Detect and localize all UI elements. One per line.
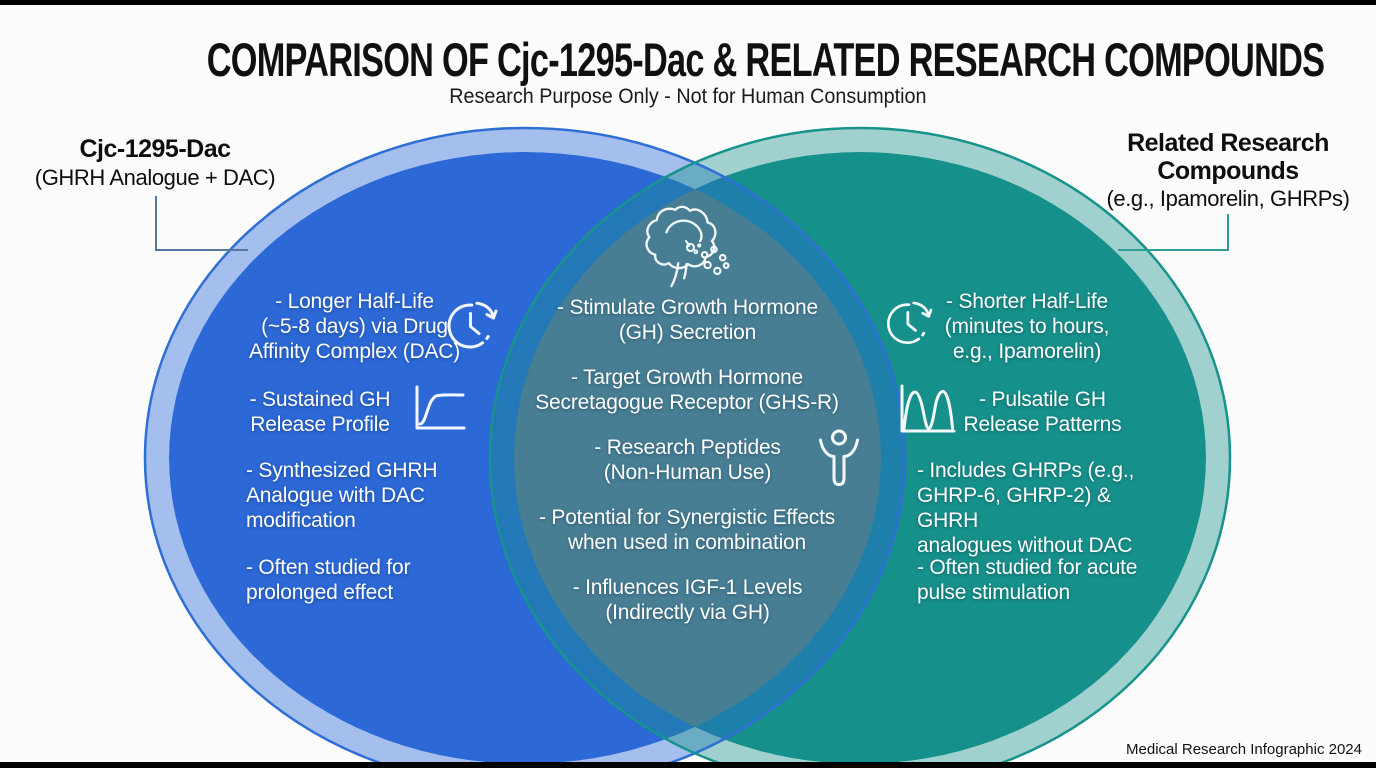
right-circle-ring (490, 128, 1230, 768)
left-item-prolonged-effect: - Often studied for prolonged effect (246, 556, 411, 604)
left-item-sustained-release: - Sustained GH Release Profile (249, 388, 391, 436)
shared-item-ghs-receptor: - Target Growth Hormone Secretagogue Rec… (535, 366, 839, 414)
left-circle-ring (145, 128, 905, 768)
right-item-shorter-half-life: - Shorter Half-Life (minutes to hours, e… (944, 290, 1110, 363)
left-circle-label: Cjc-1295-Dac (GHRH Analogue + DAC) (30, 135, 280, 191)
shared-item-igf1-levels: - Influences IGF-1 Levels (Indirectly vi… (572, 576, 803, 624)
right-circle-label: Related Research Compounds (e.g., Ipamor… (1095, 129, 1361, 212)
left-circle-outline (143, 126, 907, 768)
sustained-release-curve-icon (412, 383, 468, 433)
left-label-connector (155, 196, 248, 251)
left-circle-name: Cjc-1295-Dac (79, 135, 231, 163)
right-circle-detail: (e.g., Ipamorelin, GHRPs) (1106, 186, 1350, 211)
right-circle-name: Related Research Compounds (1127, 129, 1329, 185)
pulsatile-wave-icon (897, 382, 959, 438)
right-circle-outline (488, 126, 1232, 768)
right-item-acute-pulse: - Often studied for acute pulse stimulat… (917, 556, 1138, 604)
right-item-pulsatile-release: - Pulsatile GH Release Patterns (963, 388, 1122, 436)
receptor-icon (813, 428, 865, 490)
footer-note: Medical Research Infographic 2024 (1126, 741, 1362, 758)
left-circle-detail: (GHRH Analogue + DAC) (34, 164, 276, 190)
right-label-connector (1118, 214, 1229, 251)
shared-item-synergistic-effects: - Potential for Synergistic Effects when… (538, 506, 836, 554)
page-title: COMPARISON OF Cjc-1295-Dac & RELATED RES… (206, 33, 1325, 86)
brain-secretion-icon (640, 202, 738, 290)
bottom-letterbox-bar (0, 762, 1376, 768)
left-item-synthesized-ghrh: - Synthesized GHRH Analogue with DAC mod… (246, 459, 438, 532)
left-item-longer-half-life: - Longer Half-Life (~5-8 days) via Drug … (248, 290, 461, 363)
shared-item-research-peptides: - Research Peptides (Non-Human Use) (594, 436, 781, 484)
right-item-includes-ghrps: - Includes GHRPs (e.g., GHRP-6, GHRP-2) … (917, 459, 1135, 557)
page-subtitle: Research Purpose Only - Not for Human Co… (449, 85, 927, 108)
overlap-lens (514, 152, 881, 764)
shared-item-gh-secretion: - Stimulate Growth Hormone (GH) Secretio… (557, 296, 818, 344)
rotating-clock-icon (442, 290, 506, 354)
rotating-clock-icon (882, 291, 940, 349)
top-letterbox-bar (0, 0, 1376, 5)
